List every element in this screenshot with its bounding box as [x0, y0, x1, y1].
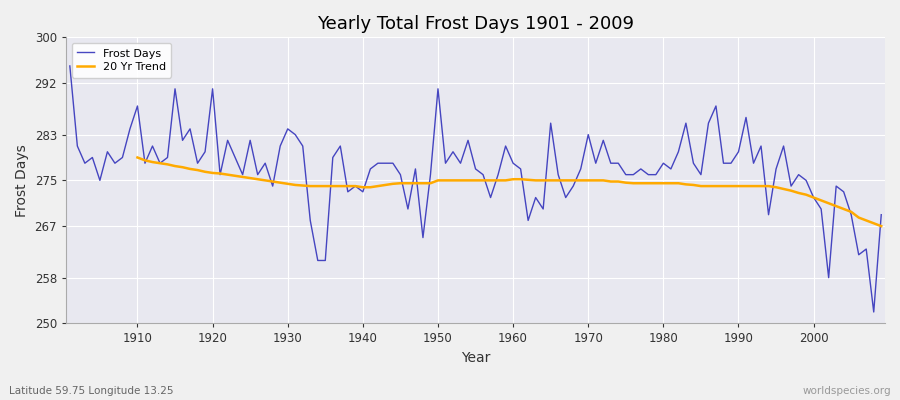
20 Yr Trend	[876, 224, 886, 228]
Frost Days	[598, 138, 608, 143]
20 Yr Trend	[815, 198, 826, 203]
20 Yr Trend	[838, 206, 849, 211]
Frost Days	[868, 310, 879, 314]
20 Yr Trend	[575, 178, 586, 183]
20 Yr Trend	[515, 177, 526, 182]
Y-axis label: Frost Days: Frost Days	[15, 144, 29, 217]
20 Yr Trend	[274, 180, 285, 185]
Frost Days	[124, 126, 135, 131]
Frost Days	[508, 161, 518, 166]
Frost Days	[290, 132, 301, 137]
Text: worldspecies.org: worldspecies.org	[803, 386, 891, 396]
Line: Frost Days: Frost Days	[70, 66, 881, 312]
Frost Days	[65, 64, 76, 68]
Frost Days	[335, 144, 346, 148]
Line: 20 Yr Trend: 20 Yr Trend	[138, 158, 881, 226]
X-axis label: Year: Year	[461, 351, 491, 365]
Frost Days	[876, 212, 886, 217]
Legend: Frost Days, 20 Yr Trend: Frost Days, 20 Yr Trend	[72, 43, 171, 78]
Text: Latitude 59.75 Longitude 13.25: Latitude 59.75 Longitude 13.25	[9, 386, 174, 396]
Frost Days	[500, 144, 511, 148]
20 Yr Trend	[132, 155, 143, 160]
20 Yr Trend	[305, 184, 316, 188]
Title: Yearly Total Frost Days 1901 - 2009: Yearly Total Frost Days 1901 - 2009	[317, 15, 634, 33]
